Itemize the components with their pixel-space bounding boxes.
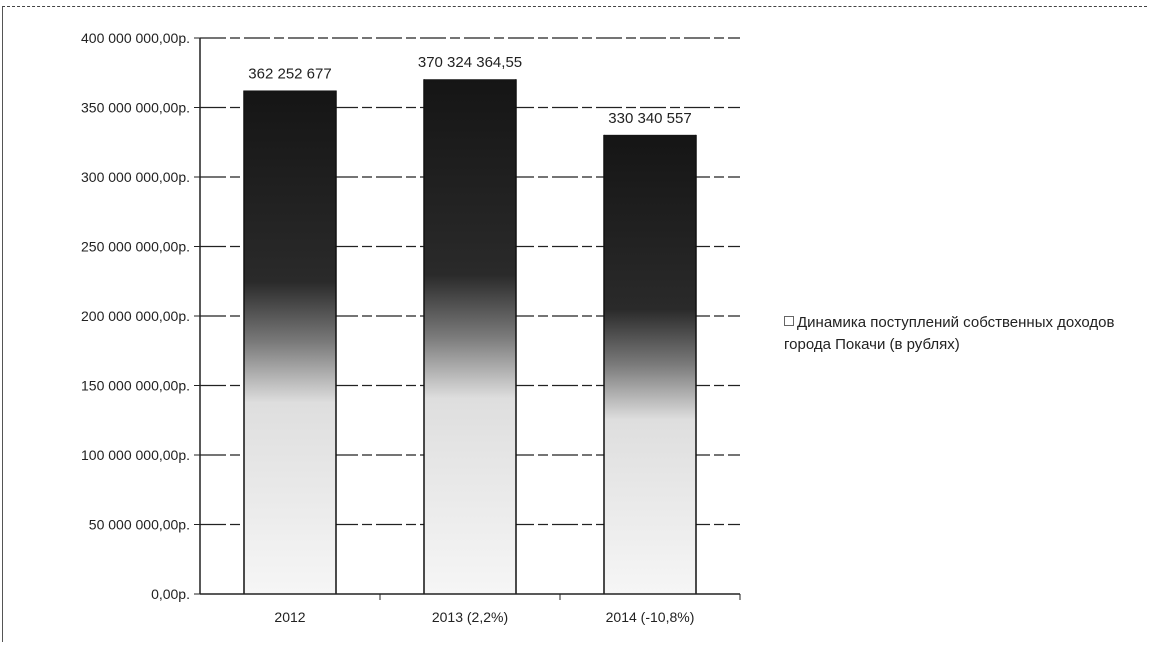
x-tick-label: 2012 bbox=[274, 609, 305, 625]
y-tick-label: 100 000 000,00р. bbox=[81, 447, 190, 463]
chart-frame bbox=[2, 6, 1147, 642]
bar bbox=[604, 134, 696, 594]
legend: Динамика поступлений собственных доходов… bbox=[784, 312, 1144, 356]
axes bbox=[194, 37, 741, 600]
data-label: 330 340 557 bbox=[608, 110, 691, 127]
x-tick-label: 2014 (-10,8%) bbox=[606, 609, 695, 625]
data-label: 370 324 364,55 bbox=[418, 54, 522, 71]
x-tick-label: 2013 (2,2%) bbox=[432, 609, 508, 625]
y-tick-label: 300 000 000,00р. bbox=[81, 169, 190, 185]
bar bbox=[424, 79, 516, 594]
data-label: 362 252 677 bbox=[248, 65, 331, 82]
legend-label: Динамика поступлений собственных доходов… bbox=[784, 314, 1115, 353]
bars bbox=[243, 79, 697, 594]
legend-swatch bbox=[784, 316, 794, 326]
y-tick-label: 150 000 000,00р. bbox=[81, 378, 190, 394]
y-tick-label: 0,00р. bbox=[151, 586, 190, 602]
y-tick-label: 200 000 000,00р. bbox=[81, 308, 190, 324]
bar bbox=[244, 90, 336, 594]
y-tick-label: 50 000 000,00р. bbox=[89, 517, 190, 533]
labels: 0,00р. 50 000 000,00р. 100 000 000,00р. 150… bbox=[81, 30, 694, 625]
y-tick-label: 250 000 000,00р. bbox=[81, 239, 190, 255]
y-tick-label: 350 000 000,00р. bbox=[81, 100, 190, 116]
y-tick-label: 400 000 000,00р. bbox=[81, 30, 190, 46]
